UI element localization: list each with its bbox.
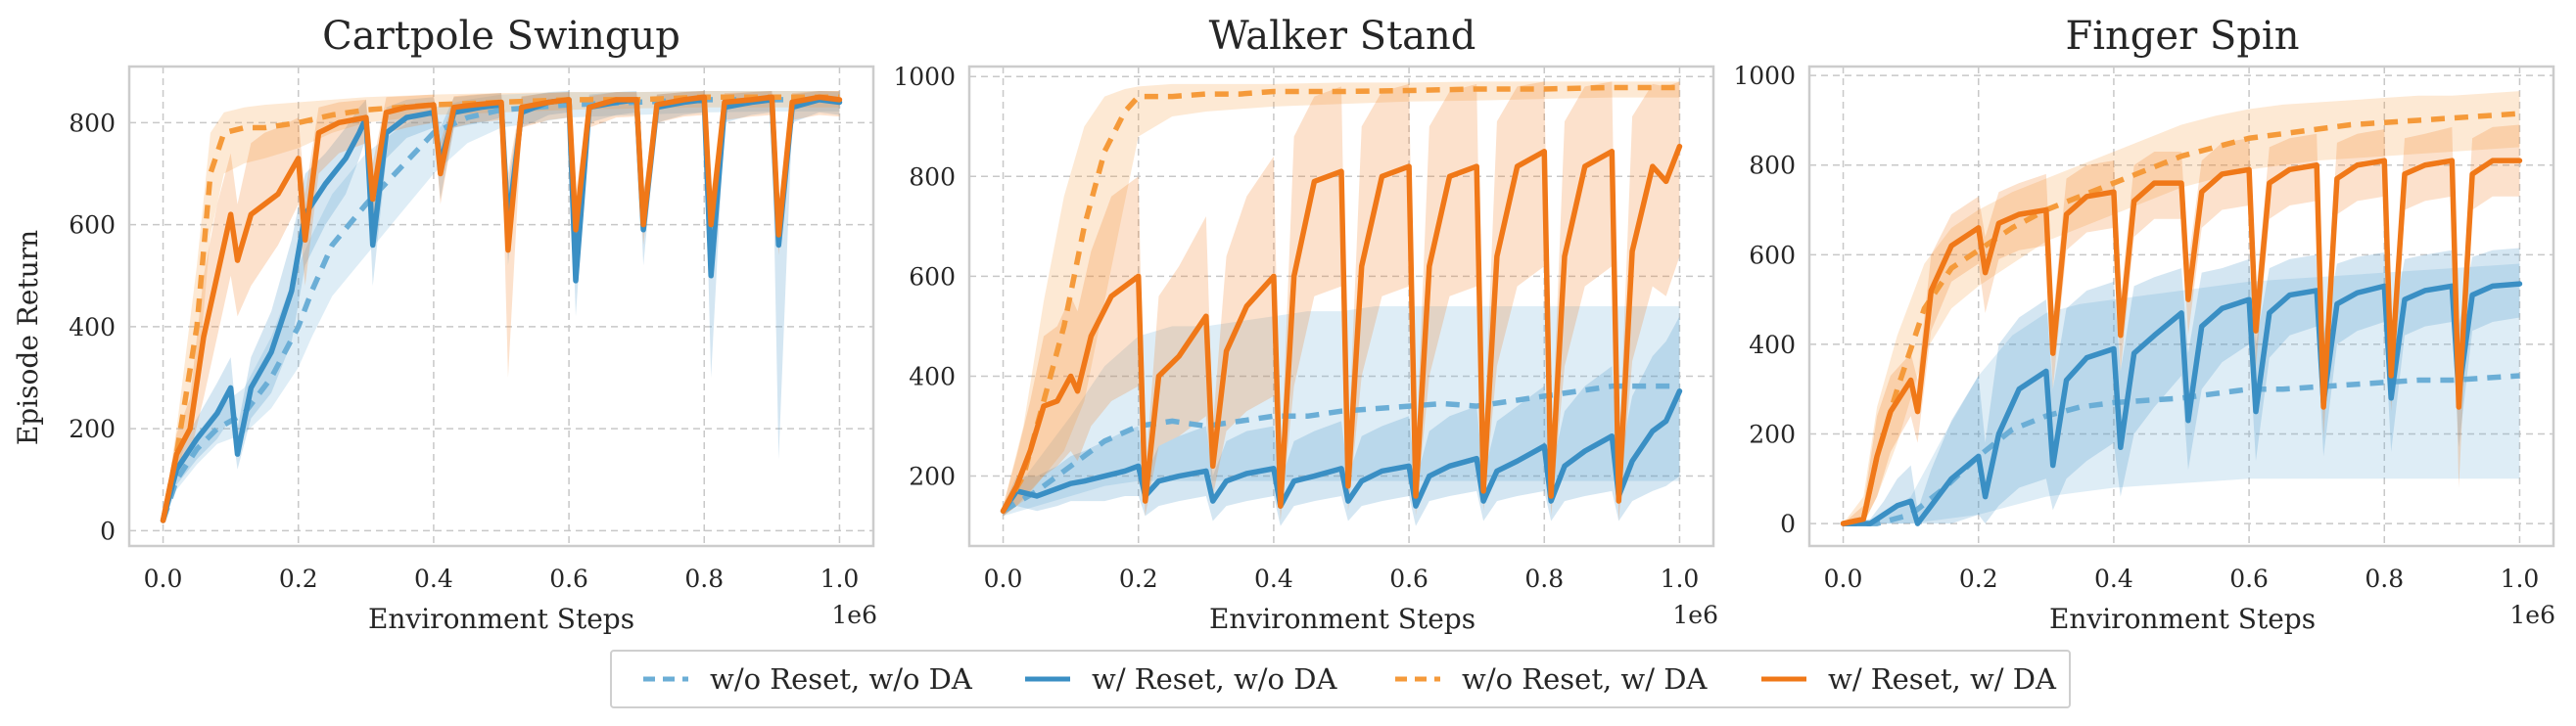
legend-swatch bbox=[643, 676, 688, 682]
x-offset-label: 1e6 bbox=[1672, 601, 1718, 629]
y-tick-label: 600 bbox=[69, 211, 116, 240]
panel-cartpole-swingup: 0.0 0.2 0.4 0.6 0.8 1.0 0 200 400 600 800 Cartpole… bbox=[12, 14, 877, 635]
x-tick-label: 0.2 bbox=[1959, 565, 1998, 593]
x-tick-label: 1.0 bbox=[1661, 565, 1700, 593]
legend-label: w/o Reset, w/o DA bbox=[710, 662, 972, 696]
legend-label: w/ Reset, w/o DA bbox=[1092, 662, 1337, 696]
x-tick-label: 0.0 bbox=[144, 565, 183, 593]
legend-item-reset-no-da: w/ Reset, w/o DA bbox=[1025, 652, 1336, 706]
series-group bbox=[1000, 81, 1683, 526]
y-tick-label: 200 bbox=[69, 415, 116, 443]
x-tick-label: 0.4 bbox=[414, 565, 453, 593]
panel-title: Walker Stand bbox=[1209, 14, 1476, 59]
y-tick-label: 600 bbox=[1749, 241, 1796, 269]
series-line bbox=[1840, 158, 2523, 526]
x-tick-label: 0.0 bbox=[984, 565, 1023, 593]
series-band bbox=[163, 91, 840, 523]
x-tick-label: 0.4 bbox=[2094, 565, 2133, 593]
y-tick-label: 0 bbox=[100, 517, 116, 545]
x-tick-label: 0.2 bbox=[279, 565, 318, 593]
y-tick-label: 400 bbox=[69, 313, 116, 341]
legend-label: w/o Reset, w/ DA bbox=[1462, 662, 1708, 696]
y-tick-label: 400 bbox=[909, 362, 956, 390]
y-tick-label: 1000 bbox=[893, 63, 956, 91]
axes-frame bbox=[967, 65, 1715, 548]
y-tick-label: 400 bbox=[1749, 331, 1796, 359]
series-band bbox=[1843, 124, 2520, 524]
x-tick-label: 0.0 bbox=[1824, 565, 1863, 593]
x-tick-label: 0.6 bbox=[1389, 565, 1429, 593]
series-line bbox=[160, 94, 840, 522]
series-line bbox=[1000, 143, 1683, 515]
legend-label: w/ Reset, w/ DA bbox=[1828, 662, 2056, 696]
panel-finger-spin: 0.0 0.2 0.4 0.6 0.8 1.0 0 200 400 600 800 1000 Fing… bbox=[1733, 14, 2555, 635]
x-offset-label: 1e6 bbox=[2509, 601, 2555, 629]
y-axis-label: Episode Return bbox=[12, 230, 44, 445]
x-tick-label: 0.4 bbox=[1254, 565, 1293, 593]
series-band bbox=[1843, 91, 2520, 524]
x-tick-label: 1.0 bbox=[2501, 565, 2540, 593]
legend-item-no-reset-no-da: w/o Reset, w/o DA bbox=[643, 652, 972, 706]
y-tick-label: 1000 bbox=[1733, 62, 1796, 90]
plot-area: 0.0 0.2 0.4 0.6 0.8 1.0 0 200 400 600 800 bbox=[69, 65, 875, 593]
legend-item-no-reset-da: w/o Reset, w/ DA bbox=[1395, 652, 1707, 706]
series-band bbox=[1843, 263, 2520, 524]
series-line bbox=[1840, 281, 2523, 526]
legend-swatch bbox=[1761, 676, 1806, 682]
y-tick-label: 600 bbox=[909, 262, 956, 291]
series-band bbox=[163, 91, 840, 523]
series-line bbox=[160, 97, 843, 523]
y-tick-label: 800 bbox=[909, 162, 956, 191]
series-line bbox=[1842, 111, 2520, 526]
legend: w/o Reset, w/o DA w/ Reset, w/o DA w/o R… bbox=[610, 650, 2071, 708]
series-group bbox=[1840, 91, 2523, 526]
x-axis-label: Environment Steps bbox=[2049, 603, 2316, 635]
series-band bbox=[163, 91, 840, 523]
x-tick-label: 0.6 bbox=[2229, 565, 2269, 593]
plot-area: 0.0 0.2 0.4 0.6 0.8 1.0 0 200 400 600 800 1000 bbox=[1733, 62, 2555, 593]
x-tick-label: 0.2 bbox=[1119, 565, 1158, 593]
y-tick-label: 800 bbox=[1749, 152, 1796, 180]
legend-swatch bbox=[1395, 676, 1440, 682]
x-axis-label: Environment Steps bbox=[1209, 603, 1475, 635]
y-tick-label: 0 bbox=[1780, 510, 1796, 538]
y-tick-label: 200 bbox=[909, 463, 956, 491]
x-tick-label: 0.8 bbox=[684, 565, 724, 593]
axes-frame bbox=[127, 65, 875, 548]
legend-item-reset-da: w/ Reset, w/ DA bbox=[1761, 652, 2056, 706]
x-tick-label: 0.8 bbox=[1524, 565, 1564, 593]
x-tick-label: 0.6 bbox=[549, 565, 588, 593]
series-group bbox=[160, 91, 843, 523]
plot-area: 0.0 0.2 0.4 0.6 0.8 1.0 200 400 600 800 1000 bbox=[893, 63, 1715, 593]
y-tick-label: 200 bbox=[1749, 421, 1796, 449]
x-tick-label: 1.0 bbox=[820, 565, 860, 593]
x-axis-label: Environment Steps bbox=[368, 603, 634, 635]
panel-walker-stand: 0.0 0.2 0.4 0.6 0.8 1.0 200 400 600 800 1000 Walke… bbox=[893, 14, 1718, 635]
y-tick-label: 800 bbox=[69, 109, 116, 137]
panel-title: Cartpole Swingup bbox=[322, 14, 680, 59]
series-line bbox=[160, 94, 843, 523]
x-offset-label: 1e6 bbox=[831, 601, 877, 629]
series-band bbox=[1003, 316, 1680, 526]
x-tick-label: 0.8 bbox=[2365, 565, 2404, 593]
axes-frame bbox=[1807, 65, 2555, 548]
legend-swatch bbox=[1025, 676, 1070, 682]
series-line bbox=[1000, 388, 1683, 515]
series-line bbox=[1002, 383, 1680, 514]
series-band bbox=[1843, 248, 2520, 524]
panel-title: Finger Spin bbox=[2066, 14, 2300, 59]
